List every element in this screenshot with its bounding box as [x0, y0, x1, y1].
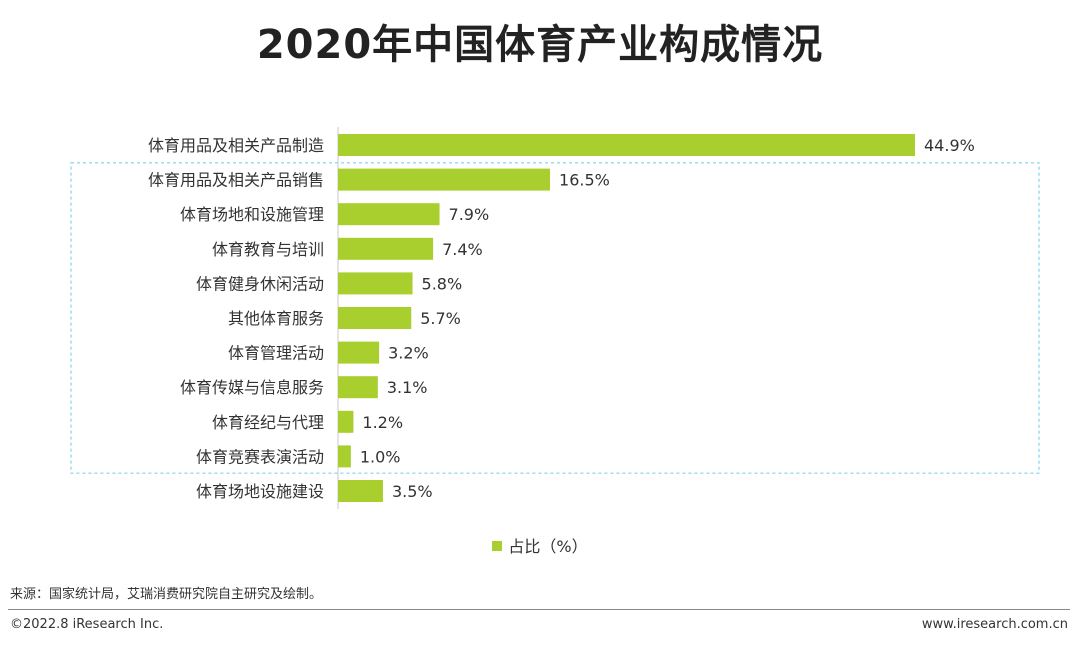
bar	[338, 341, 380, 364]
category-label: 体育管理活动	[228, 344, 324, 363]
bar	[338, 480, 383, 502]
category-label: 体育传媒与信息服务	[180, 378, 324, 397]
bar	[338, 307, 412, 329]
data-label: 1.2%	[362, 413, 403, 432]
legend: 占比（%）	[0, 533, 1080, 557]
data-label: 3.2%	[388, 344, 429, 363]
bar	[338, 134, 915, 156]
bar	[338, 410, 354, 433]
data-label: 3.5%	[392, 482, 433, 501]
category-label: 其他体育服务	[228, 309, 324, 328]
data-label: 5.7%	[420, 309, 461, 328]
bar	[338, 168, 551, 191]
data-label: 3.1%	[387, 378, 428, 397]
category-label: 体育用品及相关产品销售	[148, 171, 324, 190]
bars-group: 体育用品及相关产品制造 44.9% 体育用品及相关产品销售 16.5% 体育场地和设施管…	[148, 134, 975, 502]
source-note: 来源：国家统计局，艾瑞消费研究院自主研究及绘制。	[10, 587, 323, 602]
chart-title: 2020年中国体育产业构成情况	[256, 22, 824, 68]
data-label: 16.5%	[559, 171, 610, 190]
category-label: 体育场地设施建设	[196, 482, 324, 501]
bar	[338, 237, 434, 260]
data-label: 1.0%	[360, 447, 401, 466]
legend-swatch	[492, 541, 503, 551]
bar	[338, 376, 378, 399]
category-label: 体育竞赛表演活动	[196, 447, 324, 466]
data-label: 5.8%	[422, 274, 463, 293]
footer-divider	[8, 609, 1070, 610]
data-label: 44.9%	[924, 136, 975, 155]
category-label: 体育经纪与代理	[212, 413, 324, 432]
website-url: www.iresearch.com.cn	[921, 617, 1068, 632]
legend-label: 占比（%）	[508, 537, 588, 556]
bar	[338, 203, 440, 226]
category-label: 体育教育与培训	[212, 240, 324, 259]
category-label: 体育场地和设施管理	[180, 205, 324, 224]
data-label: 7.4%	[442, 240, 483, 259]
copyright-text: ©2022.8 iResearch Inc.	[10, 617, 164, 632]
bar	[338, 272, 413, 295]
category-label: 体育健身休闲活动	[196, 274, 324, 293]
highlight-frame	[70, 162, 1040, 474]
data-label: 7.9%	[449, 205, 490, 224]
bar	[338, 445, 351, 468]
category-label: 体育用品及相关产品制造	[148, 136, 324, 155]
